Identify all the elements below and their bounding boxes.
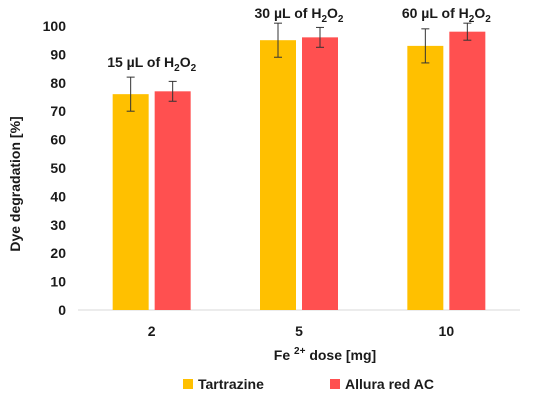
y-tick-label-10: 100 xyxy=(43,18,67,34)
bar-allura-red-ac-2 xyxy=(154,91,191,310)
annotation-2: 15 µL of H2O2 xyxy=(107,54,196,74)
x-tick-label-5: 5 xyxy=(295,323,303,339)
legend-swatch-tartrazine xyxy=(183,379,193,389)
bar-allura-red-ac-5 xyxy=(302,37,338,311)
x-axis-title-main: Fe xyxy=(274,347,291,363)
error-bar-tartrazine-5 xyxy=(274,22,282,58)
annotation-5: 30 µL of H2O2 xyxy=(255,5,344,25)
bars xyxy=(112,31,486,311)
y-axis-title: Dye degradation [%] xyxy=(7,116,23,251)
x-axis-ticks: 2 5 10 xyxy=(148,323,455,339)
x-axis-title-superscript: 2+ xyxy=(294,346,306,357)
y-tick-label-5: 50 xyxy=(50,160,66,176)
legend-label-allura-red-ac: Allura red AC xyxy=(345,376,434,392)
error-bar-tartrazine-10 xyxy=(421,28,430,64)
annotations: 15 µL of H2O2 30 µL of H2O2 60 µL of H2O2 xyxy=(107,5,491,74)
x-tick-label-10: 10 xyxy=(439,323,455,339)
y-tick-label-6: 60 xyxy=(50,132,66,148)
error-bar-tartrazine-2 xyxy=(126,76,135,112)
y-tick-label-0: 0 xyxy=(58,302,66,318)
y-tick-label-2: 20 xyxy=(50,245,66,261)
y-tick-label-9: 90 xyxy=(50,46,66,62)
y-axis-ticks: 0 10 20 30 40 50 60 70 80 90 100 xyxy=(43,18,67,318)
bar-tartrazine-5 xyxy=(260,40,296,310)
x-axis-title: Fe 2+ dose [mg] xyxy=(274,341,376,363)
legend-label-tartrazine: Tartrazine xyxy=(198,376,264,392)
y-tick-label-1: 10 xyxy=(50,274,66,290)
bar-tartrazine-2 xyxy=(112,94,149,310)
error-bar-allura-red-ac-2 xyxy=(168,80,177,102)
legend-swatch-allura-red-ac xyxy=(330,379,340,389)
y-tick-label-3: 30 xyxy=(50,217,66,233)
y-tick-label-4: 40 xyxy=(50,188,66,204)
bar-tartrazine-10 xyxy=(407,45,444,310)
error-bar-allura-red-ac-5 xyxy=(316,26,324,48)
y-tick-label-8: 80 xyxy=(50,75,66,91)
y-tick-label-7: 70 xyxy=(50,103,66,119)
error-bar-allura-red-ac-10 xyxy=(463,22,472,41)
legend: Tartrazine Allura red AC xyxy=(183,376,434,392)
bar-allura-red-ac-10 xyxy=(449,31,486,311)
x-tick-label-2: 2 xyxy=(148,323,156,339)
error-bars xyxy=(126,22,472,112)
annotation-10: 60 µL of H2O2 xyxy=(402,5,491,25)
x-axis-title-rest: dose [mg] xyxy=(309,347,376,363)
